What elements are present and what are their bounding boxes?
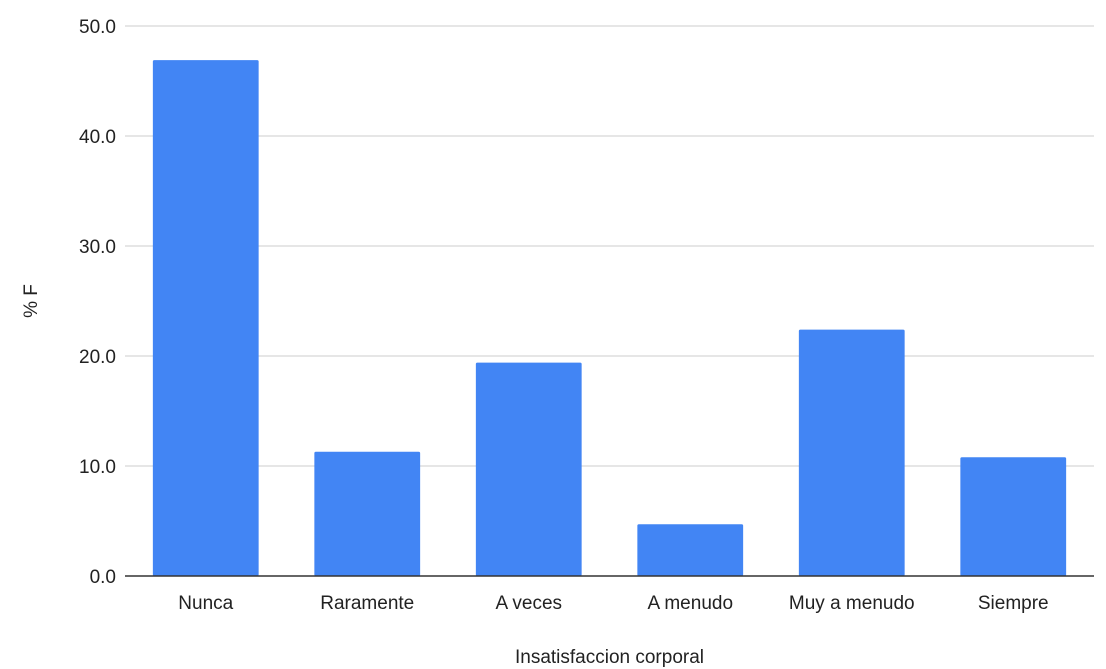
x-tick-label: Muy a menudo [789,593,915,614]
y-tick-label: 50.0 [79,17,116,38]
x-tick-label: A menudo [647,593,733,614]
y-axis-ticks: 0.0 10.0 20.0 30.0 40.0 50.0 [79,17,116,588]
x-axis-title: Insatisfaccion corporal [515,647,704,668]
x-tick-label: A veces [495,593,562,614]
x-tick-label: Raramente [320,593,414,614]
bar-a-menudo [637,524,744,576]
bar-siempre [960,457,1067,576]
x-axis-ticks: Nunca Raramente A veces A menudo Muy a menud… [178,593,1048,614]
gridlines [125,25,1094,467]
y-tick-label: 20.0 [79,347,116,368]
y-axis-title: % F [21,284,42,318]
x-tick-label: Nunca [178,593,233,614]
x-tick-label: Siempre [978,593,1049,614]
y-tick-label: 0.0 [90,567,116,588]
bar-nunca [152,60,259,577]
y-tick-label: 40.0 [79,127,116,148]
bar-a-veces [475,362,582,576]
y-tick-label: 10.0 [79,457,116,478]
y-tick-label: 30.0 [79,237,116,258]
bars [152,60,1067,577]
bar-raramente [314,451,421,576]
bar-muy-a-menudo [798,329,905,576]
